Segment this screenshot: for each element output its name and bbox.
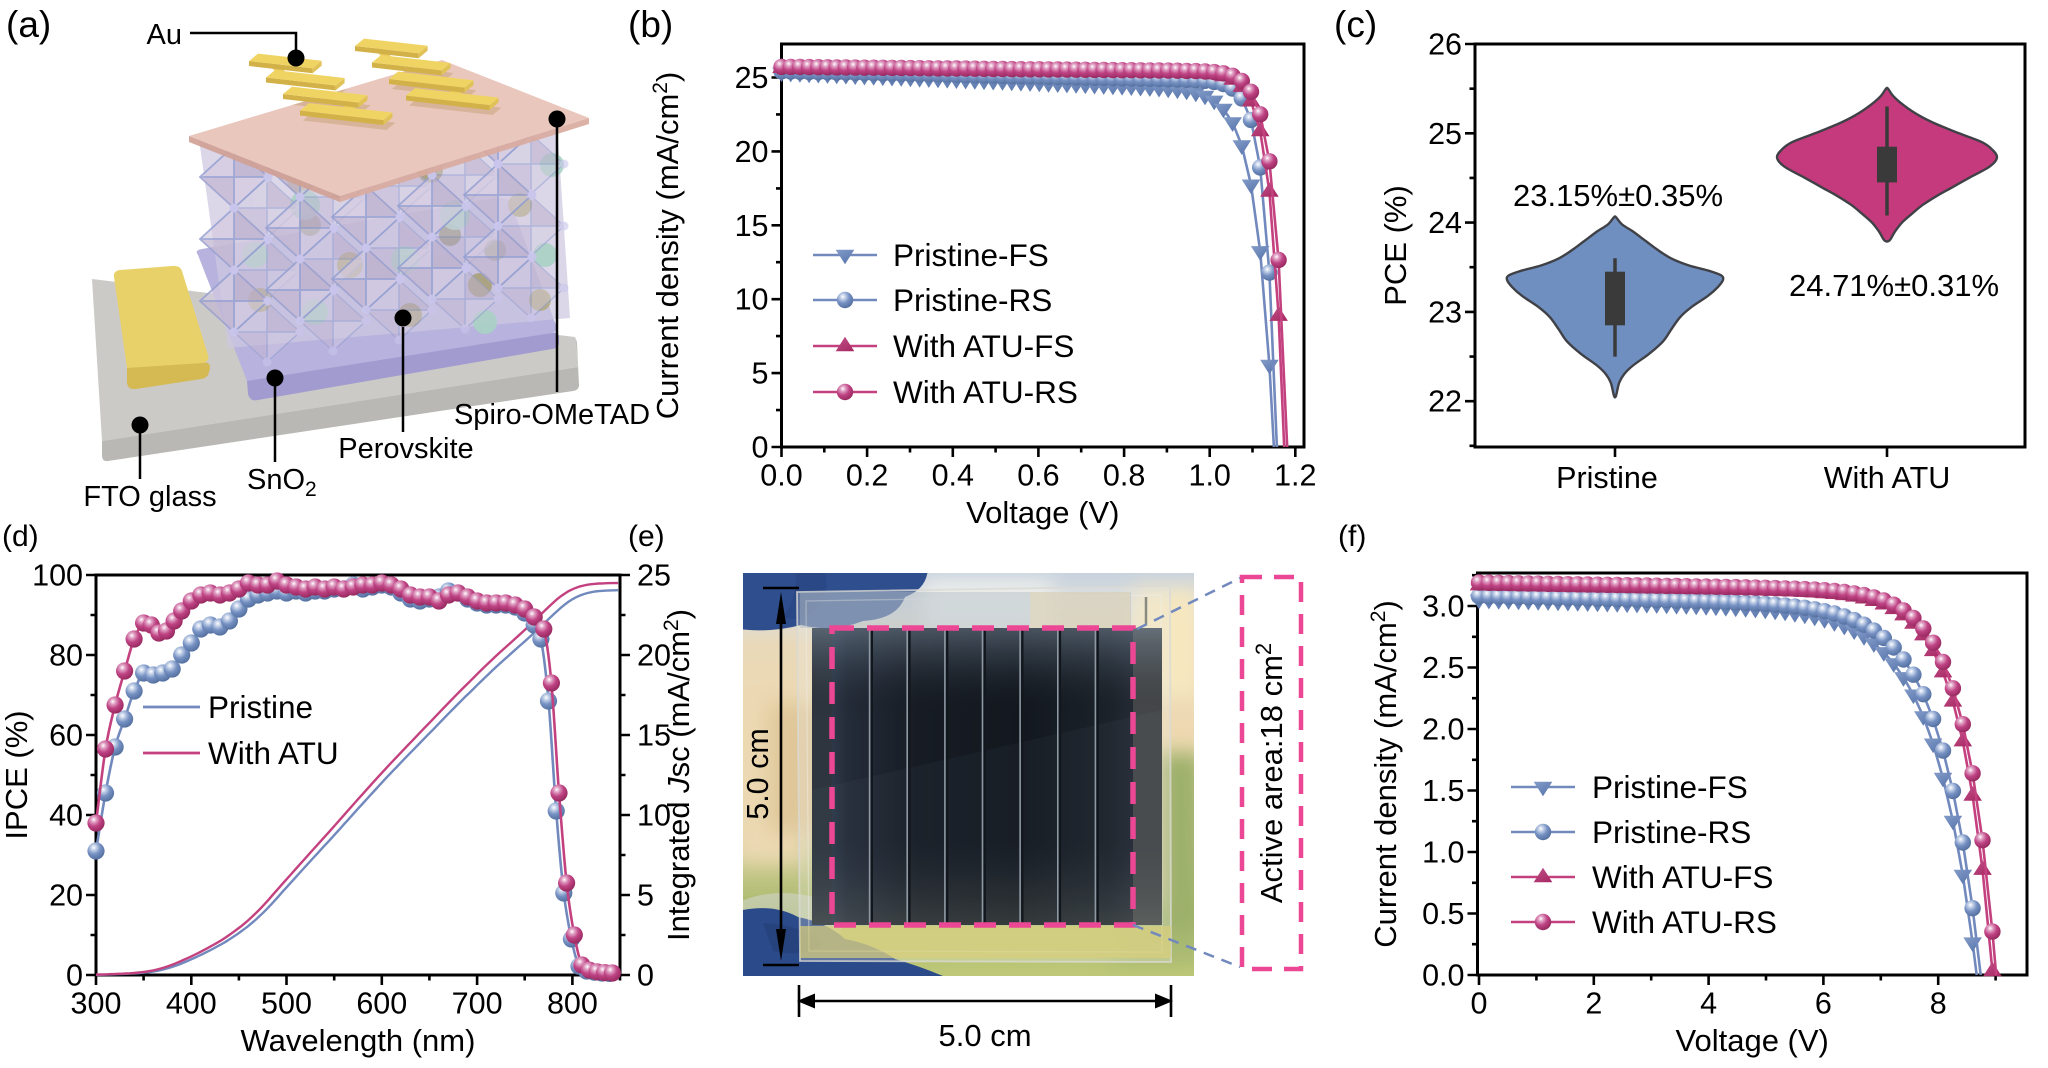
svg-text:700: 700 bbox=[452, 987, 503, 1021]
svg-text:0.0: 0.0 bbox=[760, 459, 802, 493]
svg-text:(c): (c) bbox=[1334, 4, 1377, 45]
svg-text:0: 0 bbox=[752, 431, 769, 465]
svg-text:24.71%±0.31%: 24.71%±0.31% bbox=[1789, 268, 1999, 303]
svg-text:1.0: 1.0 bbox=[1188, 459, 1230, 493]
svg-text:80: 80 bbox=[49, 639, 83, 673]
svg-text:Pristine-FS: Pristine-FS bbox=[893, 237, 1049, 273]
svg-text:0.6: 0.6 bbox=[1017, 459, 1059, 493]
svg-text:0.4: 0.4 bbox=[932, 459, 974, 493]
svg-text:FTO glass: FTO glass bbox=[83, 481, 216, 513]
svg-text:With ATU-RS: With ATU-RS bbox=[893, 374, 1078, 410]
svg-text:10: 10 bbox=[735, 283, 769, 317]
svg-text:With ATU-FS: With ATU-FS bbox=[1592, 859, 1773, 895]
svg-text:300: 300 bbox=[71, 987, 122, 1021]
svg-text:5.0 cm: 5.0 cm bbox=[741, 728, 775, 820]
svg-text:600: 600 bbox=[356, 987, 407, 1021]
svg-text:25: 25 bbox=[1428, 117, 1462, 151]
svg-text:0: 0 bbox=[637, 959, 654, 993]
svg-text:0.5: 0.5 bbox=[1422, 897, 1464, 931]
svg-text:With ATU-FS: With ATU-FS bbox=[893, 328, 1074, 364]
svg-text:40: 40 bbox=[49, 799, 83, 833]
svg-text:Spiro-OMeTAD: Spiro-OMeTAD bbox=[454, 399, 650, 431]
svg-text:22: 22 bbox=[1428, 385, 1462, 419]
svg-text:0.0: 0.0 bbox=[1422, 959, 1464, 993]
svg-text:26: 26 bbox=[1428, 28, 1462, 62]
svg-text:4: 4 bbox=[1700, 987, 1717, 1021]
svg-text:With ATU-RS: With ATU-RS bbox=[1592, 904, 1777, 940]
svg-text:10: 10 bbox=[637, 799, 671, 833]
svg-text:Current density (mA/cm2): Current density (mA/cm2) bbox=[1367, 600, 1403, 948]
svg-text:(b): (b) bbox=[628, 4, 673, 45]
svg-text:5: 5 bbox=[637, 879, 654, 913]
svg-text:2.5: 2.5 bbox=[1422, 651, 1464, 685]
svg-text:3.0: 3.0 bbox=[1422, 590, 1464, 624]
svg-text:Pristine: Pristine bbox=[1556, 461, 1658, 495]
svg-text:5.0 cm: 5.0 cm bbox=[938, 1018, 1031, 1053]
svg-text:20: 20 bbox=[735, 135, 769, 169]
svg-text:IPCE (%): IPCE (%) bbox=[0, 710, 34, 839]
svg-text:Current density (mA/cm2): Current density (mA/cm2) bbox=[649, 72, 685, 420]
svg-text:15: 15 bbox=[637, 719, 671, 753]
svg-text:Pristine-FS: Pristine-FS bbox=[1592, 769, 1748, 805]
svg-text:6: 6 bbox=[1815, 987, 1832, 1021]
svg-text:400: 400 bbox=[166, 987, 217, 1021]
svg-text:8: 8 bbox=[1930, 987, 1947, 1021]
svg-text:With ATU: With ATU bbox=[208, 735, 339, 771]
svg-text:23.15%±0.35%: 23.15%±0.35% bbox=[1513, 178, 1723, 213]
svg-text:1.5: 1.5 bbox=[1422, 774, 1464, 808]
svg-text:Pristine-RS: Pristine-RS bbox=[893, 282, 1052, 318]
svg-text:15: 15 bbox=[735, 209, 769, 243]
svg-text:Integrated Jsc (mA/cm2): Integrated Jsc (mA/cm2) bbox=[660, 609, 696, 941]
svg-text:Pristine-RS: Pristine-RS bbox=[1592, 814, 1751, 850]
svg-text:2: 2 bbox=[1585, 987, 1602, 1021]
svg-text:(a): (a) bbox=[6, 4, 51, 45]
svg-text:Au: Au bbox=[147, 19, 182, 51]
svg-text:1.0: 1.0 bbox=[1422, 836, 1464, 870]
svg-text:Active area:18 cm2: Active area:18 cm2 bbox=[1251, 643, 1289, 903]
svg-text:Voltage (V): Voltage (V) bbox=[966, 495, 1119, 530]
svg-text:23: 23 bbox=[1428, 295, 1462, 329]
svg-text:500: 500 bbox=[261, 987, 312, 1021]
svg-text:2.0: 2.0 bbox=[1422, 713, 1464, 747]
svg-text:0: 0 bbox=[66, 959, 83, 993]
svg-text:25: 25 bbox=[735, 61, 769, 95]
svg-text:24: 24 bbox=[1428, 206, 1462, 240]
svg-text:20: 20 bbox=[49, 879, 83, 913]
svg-text:0.8: 0.8 bbox=[1103, 459, 1145, 493]
svg-text:PCE (%): PCE (%) bbox=[1378, 185, 1413, 306]
svg-text:800: 800 bbox=[547, 987, 598, 1021]
svg-text:Perovskite: Perovskite bbox=[338, 433, 473, 465]
svg-text:25: 25 bbox=[637, 559, 671, 593]
svg-text:(e): (e) bbox=[628, 520, 665, 553]
svg-text:(d): (d) bbox=[2, 520, 39, 553]
svg-text:100: 100 bbox=[32, 559, 83, 593]
svg-text:5: 5 bbox=[752, 357, 769, 391]
svg-text:Voltage (V): Voltage (V) bbox=[1676, 1023, 1829, 1058]
svg-text:With ATU: With ATU bbox=[1824, 461, 1951, 495]
svg-text:(f): (f) bbox=[1338, 520, 1366, 553]
svg-text:60: 60 bbox=[49, 719, 83, 753]
svg-text:1.2: 1.2 bbox=[1274, 459, 1316, 493]
svg-text:0.2: 0.2 bbox=[846, 459, 888, 493]
svg-text:Wavelength (nm): Wavelength (nm) bbox=[241, 1023, 476, 1058]
svg-text:0: 0 bbox=[1471, 987, 1488, 1021]
svg-text:20: 20 bbox=[637, 639, 671, 673]
svg-text:Pristine: Pristine bbox=[208, 689, 313, 725]
